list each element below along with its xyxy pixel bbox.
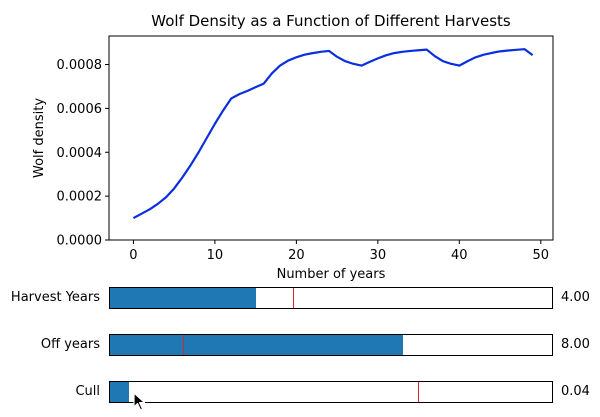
harvest-years-value: 4.00 (561, 290, 590, 305)
cull-slider[interactable]: Cull 0.04 (0, 381, 600, 405)
y-tick-label: 0.0002 (57, 190, 103, 205)
x-tick-label: 10 (207, 248, 224, 263)
data-points (133, 49, 533, 219)
arrow-pointer-icon (133, 392, 146, 411)
x-tick-label: 50 (533, 248, 550, 263)
harvest-years-track[interactable] (109, 287, 553, 309)
cull-fill[interactable] (110, 382, 129, 402)
x-tick-label: 0 (129, 248, 137, 263)
chart-title: Wolf Density as a Function of Different … (151, 12, 511, 30)
y-tick-label: 0.0006 (57, 102, 103, 117)
harvest-years-initial-marker (293, 288, 295, 308)
cull-label: Cull (75, 384, 100, 399)
wolf-density-line (132, 48, 534, 220)
y-tick-label: 0.0008 (57, 58, 103, 73)
x-tick-label: 30 (370, 248, 387, 263)
harvest-years-label: Harvest Years (10, 290, 100, 305)
off-years-track[interactable] (109, 334, 553, 356)
off-years-fill[interactable] (110, 335, 404, 355)
off-years-initial-marker (182, 335, 184, 355)
plot-area (108, 35, 554, 241)
y-axis: 0.0000 0.0002 0.0004 0.0006 0.0008 (57, 58, 109, 249)
x-axis: 0 10 20 30 40 50 (129, 240, 549, 263)
cull-initial-marker (418, 382, 420, 402)
y-axis-label: Wolf density (32, 98, 47, 178)
x-tick-label: 20 (288, 248, 305, 263)
x-tick-label: 40 (451, 248, 468, 263)
off-years-label: Off years (40, 337, 100, 352)
off-years-value: 8.00 (561, 337, 590, 352)
x-axis-label: Number of years (277, 267, 386, 282)
harvest-years-fill[interactable] (110, 288, 256, 308)
off-years-slider[interactable]: Off years 8.00 (0, 334, 600, 358)
harvest-years-slider[interactable]: Harvest Years 4.00 (0, 287, 600, 311)
y-tick-label: 0.0004 (57, 146, 103, 161)
cull-track[interactable] (109, 381, 553, 403)
cull-value: 0.04 (561, 384, 590, 399)
wolf-density-chart: Wolf Density as a Function of Different … (32, 12, 554, 282)
y-tick-label: 0.0000 (57, 234, 103, 249)
